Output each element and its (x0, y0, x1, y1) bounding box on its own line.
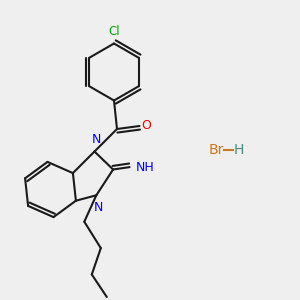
Text: Br: Br (208, 143, 224, 157)
Text: NH: NH (136, 160, 155, 174)
Text: N: N (92, 133, 102, 146)
Text: N: N (94, 201, 104, 214)
Text: O: O (141, 119, 151, 133)
Text: H: H (233, 143, 244, 157)
Text: Cl: Cl (108, 25, 120, 38)
